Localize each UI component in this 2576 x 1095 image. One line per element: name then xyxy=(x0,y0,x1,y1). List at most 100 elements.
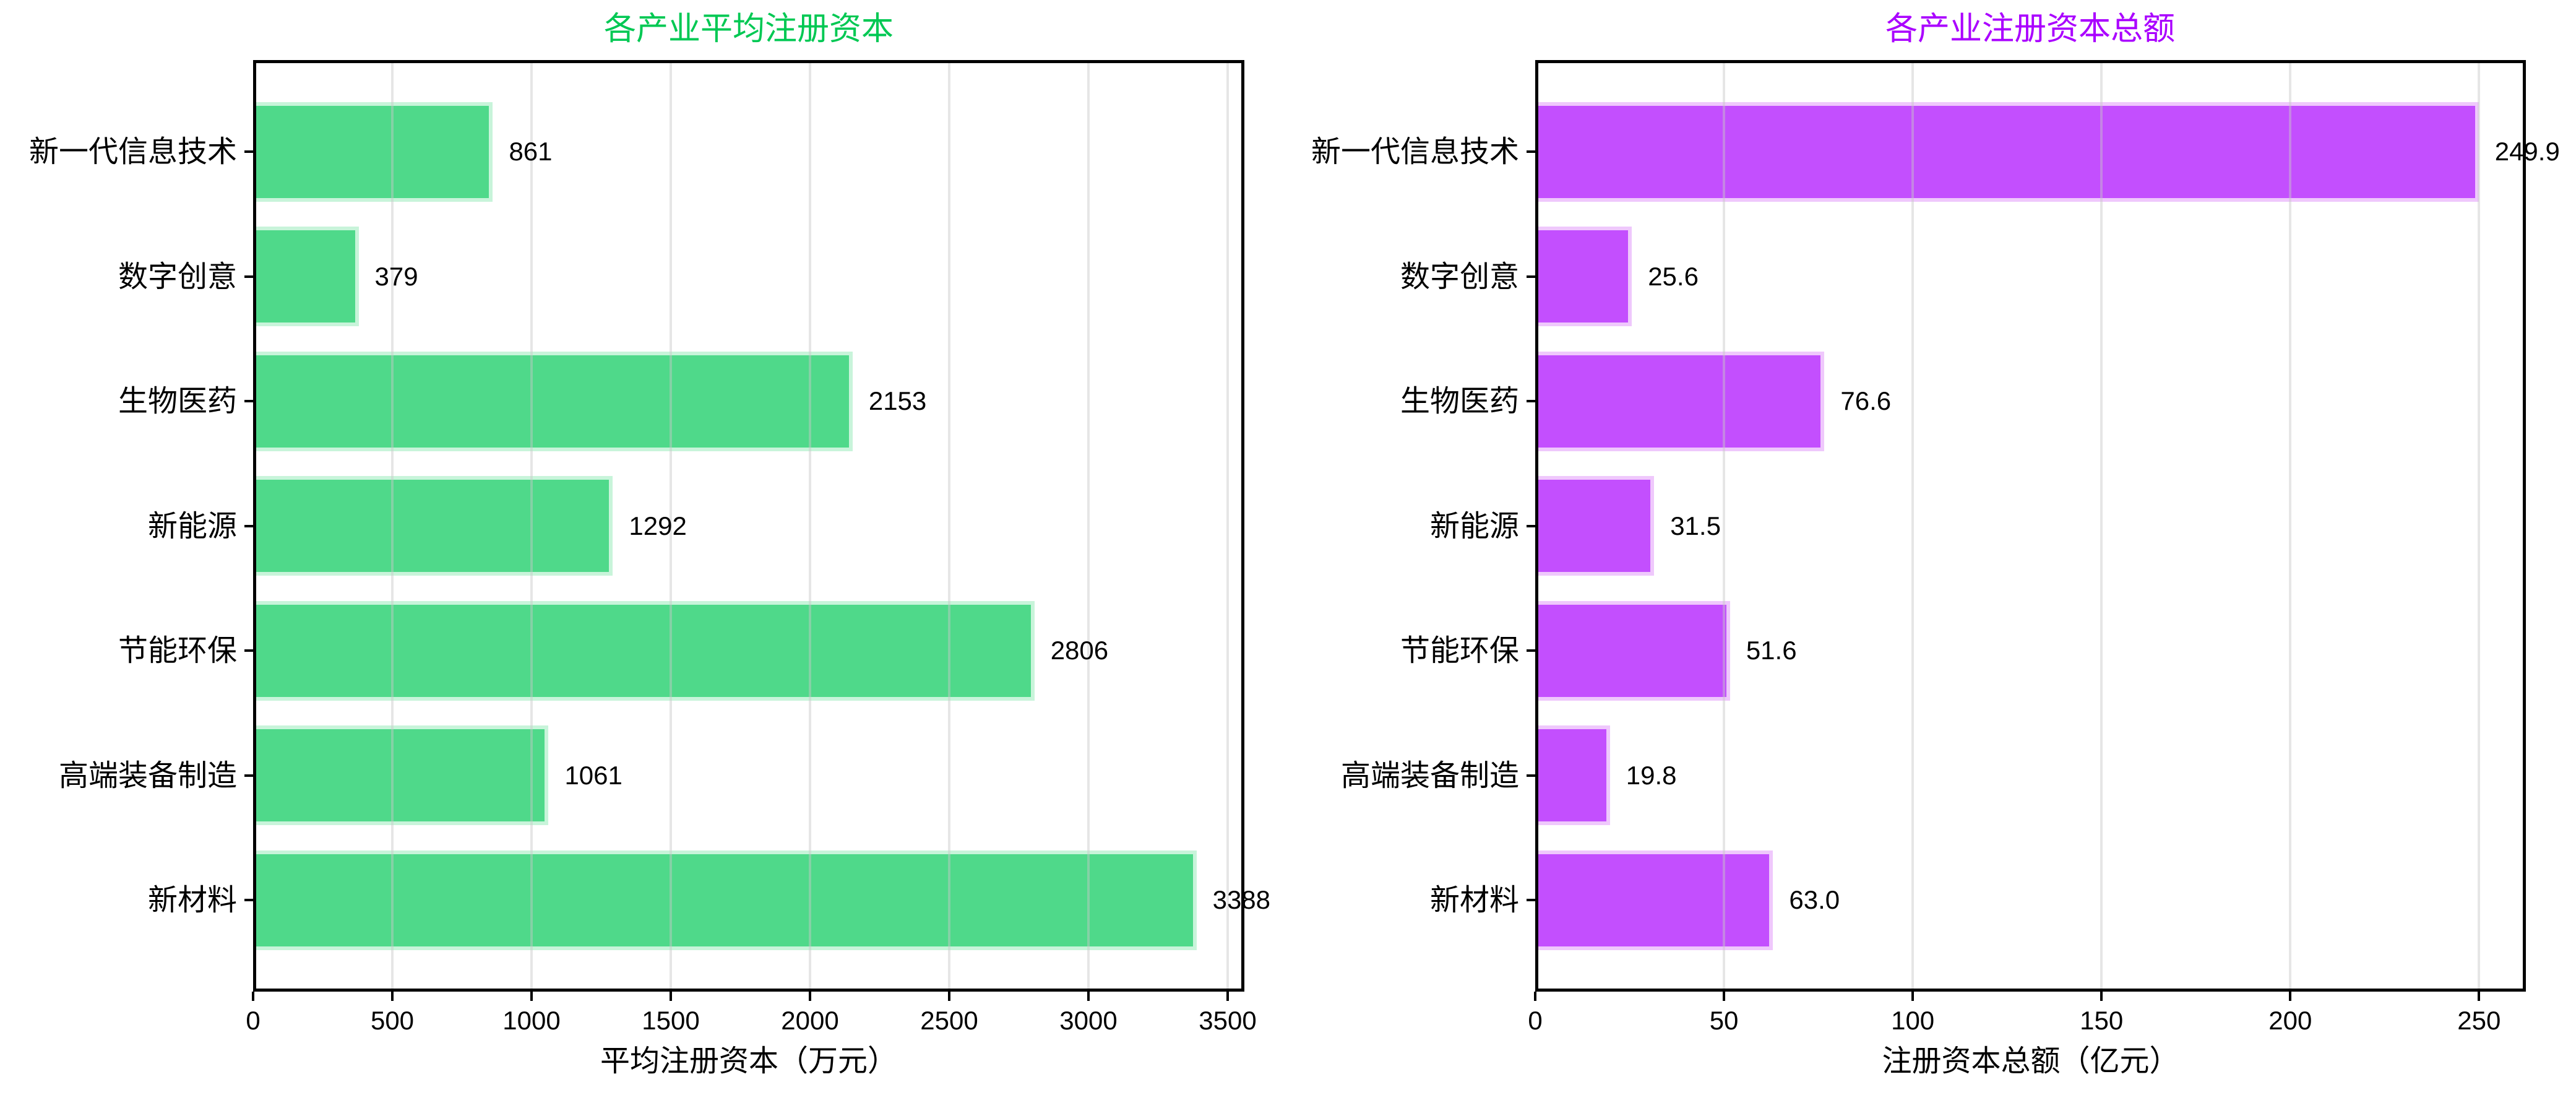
bar[interactable] xyxy=(1535,600,1730,701)
x-tick-label: 2000 xyxy=(781,1006,839,1035)
category-label: 高端装备制造 xyxy=(58,758,237,793)
gridline xyxy=(2478,60,2481,992)
x-tick-mark xyxy=(1534,992,1536,1001)
gridline xyxy=(1911,60,1915,992)
x-tick-label: 250 xyxy=(2457,1006,2501,1035)
bar[interactable] xyxy=(253,351,853,451)
x-tick-label: 50 xyxy=(1709,1006,1739,1035)
gridline xyxy=(670,60,672,992)
bar[interactable] xyxy=(253,600,1035,701)
x-tick-mark xyxy=(391,992,394,1001)
plot-area: 0 50 100 150 200 250 249.9 新一代信息技术 25.6 数字创意 76.6 生… xyxy=(1311,60,2560,1078)
x-tick-label: 1000 xyxy=(502,1006,561,1035)
x-tick-label: 0 xyxy=(1528,1006,1543,1035)
bar-value-label: 2806 xyxy=(1050,636,1109,665)
bar[interactable] xyxy=(253,102,493,202)
category-label: 新能源 xyxy=(147,508,237,543)
bar-value-label: 1292 xyxy=(629,511,687,540)
bar-value-label: 249.9 xyxy=(2494,137,2560,166)
y-tick-mark xyxy=(1527,774,1535,777)
y-tick-mark xyxy=(244,899,253,901)
category-label: 新一代信息技术 xyxy=(28,134,237,169)
x-tick-mark xyxy=(948,992,950,1001)
gridline xyxy=(1723,60,1726,992)
bar[interactable] xyxy=(253,227,359,326)
bar[interactable] xyxy=(1535,351,1825,451)
bar[interactable] xyxy=(1535,102,2479,202)
x-tick-label: 0 xyxy=(246,1006,261,1035)
bar[interactable] xyxy=(1535,850,1773,950)
x-tick-label: 500 xyxy=(370,1006,415,1035)
bar[interactable] xyxy=(253,850,1197,950)
y-tick-mark xyxy=(244,150,253,153)
category-label: 新材料 xyxy=(147,883,237,917)
y-tick-mark xyxy=(244,649,253,652)
x-tick-label: 2500 xyxy=(920,1006,978,1035)
gridline xyxy=(809,60,811,992)
y-tick-mark xyxy=(244,275,253,278)
bar[interactable] xyxy=(1535,227,1632,326)
y-tick-mark xyxy=(1527,400,1535,402)
x-tick-mark xyxy=(670,992,672,1001)
bar-value-label: 76.6 xyxy=(1840,386,1892,415)
x-tick-mark xyxy=(809,992,811,1001)
bar-value-label: 2153 xyxy=(868,386,927,415)
bar-value-label: 31.5 xyxy=(1670,511,1721,540)
gridline xyxy=(530,60,533,992)
gridline xyxy=(948,60,950,992)
y-tick-mark xyxy=(244,524,253,527)
chart-title: 各产业平均注册资本 xyxy=(603,11,894,48)
category-label: 数字创意 xyxy=(118,259,237,294)
x-tick-label: 200 xyxy=(2268,1006,2312,1035)
bar-value-label: 19.8 xyxy=(1626,760,1677,790)
x-tick-mark xyxy=(2289,992,2292,1001)
category-label: 生物医药 xyxy=(1400,384,1519,418)
y-tick-mark xyxy=(1527,150,1535,153)
gridline xyxy=(1226,60,1229,992)
bar-value-label: 25.6 xyxy=(1648,261,1699,291)
category-label: 新材料 xyxy=(1429,883,1519,917)
x-tick-label: 1500 xyxy=(642,1006,700,1035)
x-tick-mark xyxy=(1087,992,1090,1001)
bar-value-label: 861 xyxy=(509,137,553,166)
x-tick-mark xyxy=(530,992,533,1001)
gridline xyxy=(2100,60,2103,992)
y-tick-mark xyxy=(244,400,253,402)
x-axis-label: 平均注册资本（万元） xyxy=(600,1044,897,1078)
x-tick-label: 3000 xyxy=(1059,1006,1118,1035)
gridline xyxy=(2289,60,2292,992)
y-tick-mark xyxy=(1527,649,1535,652)
x-tick-label: 3500 xyxy=(1199,1006,1257,1035)
bar[interactable] xyxy=(253,725,549,825)
x-axis-label: 注册资本总额（亿元） xyxy=(1882,1044,2179,1078)
category-label: 节能环保 xyxy=(118,633,237,668)
bar-value-label: 3388 xyxy=(1212,885,1271,914)
gridline xyxy=(1087,60,1090,992)
bar-value-label: 379 xyxy=(374,261,418,291)
x-tick-mark xyxy=(2478,992,2481,1001)
category-label: 新一代信息技术 xyxy=(1311,134,1519,169)
chart-title: 各产业注册资本总额 xyxy=(1885,11,2175,48)
x-tick-mark xyxy=(2100,992,2103,1001)
bar[interactable] xyxy=(1535,725,1610,825)
x-tick-mark xyxy=(1911,992,1915,1001)
x-tick-mark xyxy=(252,992,254,1001)
y-tick-mark xyxy=(1527,899,1535,901)
gridline xyxy=(391,60,394,992)
bar[interactable] xyxy=(1535,476,1655,576)
bar[interactable] xyxy=(253,476,613,576)
x-tick-label: 150 xyxy=(2080,1006,2124,1035)
bar-value-label: 1061 xyxy=(564,760,622,790)
category-label: 高端装备制造 xyxy=(1340,758,1519,793)
y-tick-mark xyxy=(244,774,253,777)
bar-value-label: 63.0 xyxy=(1789,885,1840,914)
category-label: 数字创意 xyxy=(1400,259,1519,294)
category-label: 节能环保 xyxy=(1400,633,1519,668)
x-tick-mark xyxy=(1723,992,1726,1001)
y-tick-mark xyxy=(1527,524,1535,527)
x-tick-label: 100 xyxy=(1891,1006,1935,1035)
category-label: 生物医药 xyxy=(118,384,237,418)
category-label: 新能源 xyxy=(1429,508,1519,543)
